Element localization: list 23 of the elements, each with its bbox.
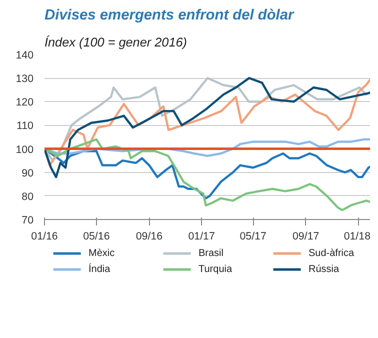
x-tick-label: 05/17: [240, 230, 266, 242]
y-tick-label: 70: [22, 214, 34, 226]
legend-label: Rússia: [308, 264, 340, 275]
legend-label: Índia: [88, 263, 111, 275]
x-tick-label: 09/17: [292, 230, 320, 242]
x-tick-label: 01/18: [344, 230, 371, 242]
y-tick-label: 100: [16, 144, 34, 156]
y-tick-label: 130: [16, 73, 34, 86]
legend-label: Mèxic: [88, 248, 115, 259]
legend-label: Turquia: [198, 264, 232, 275]
x-tick-label: 09/16: [136, 230, 163, 242]
x-tick-label: 01/16: [31, 230, 58, 242]
chart-subtitle: Índex (100 = gener 2016): [44, 36, 187, 50]
y-tick-label: 140: [16, 50, 34, 62]
y-tick-label: 120: [16, 96, 34, 109]
legend-label: Sud-àfrica: [308, 248, 355, 259]
legend-label: Brasil: [198, 248, 224, 259]
x-tick-label: 05/16: [83, 230, 110, 242]
y-tick-label: 80: [22, 190, 34, 203]
chart-title: Divises emergents enfront del dòlar: [44, 8, 296, 24]
y-tick-label: 110: [16, 120, 34, 132]
y-tick-label: 90: [22, 167, 34, 180]
x-tick-label: 01/17: [188, 230, 215, 242]
